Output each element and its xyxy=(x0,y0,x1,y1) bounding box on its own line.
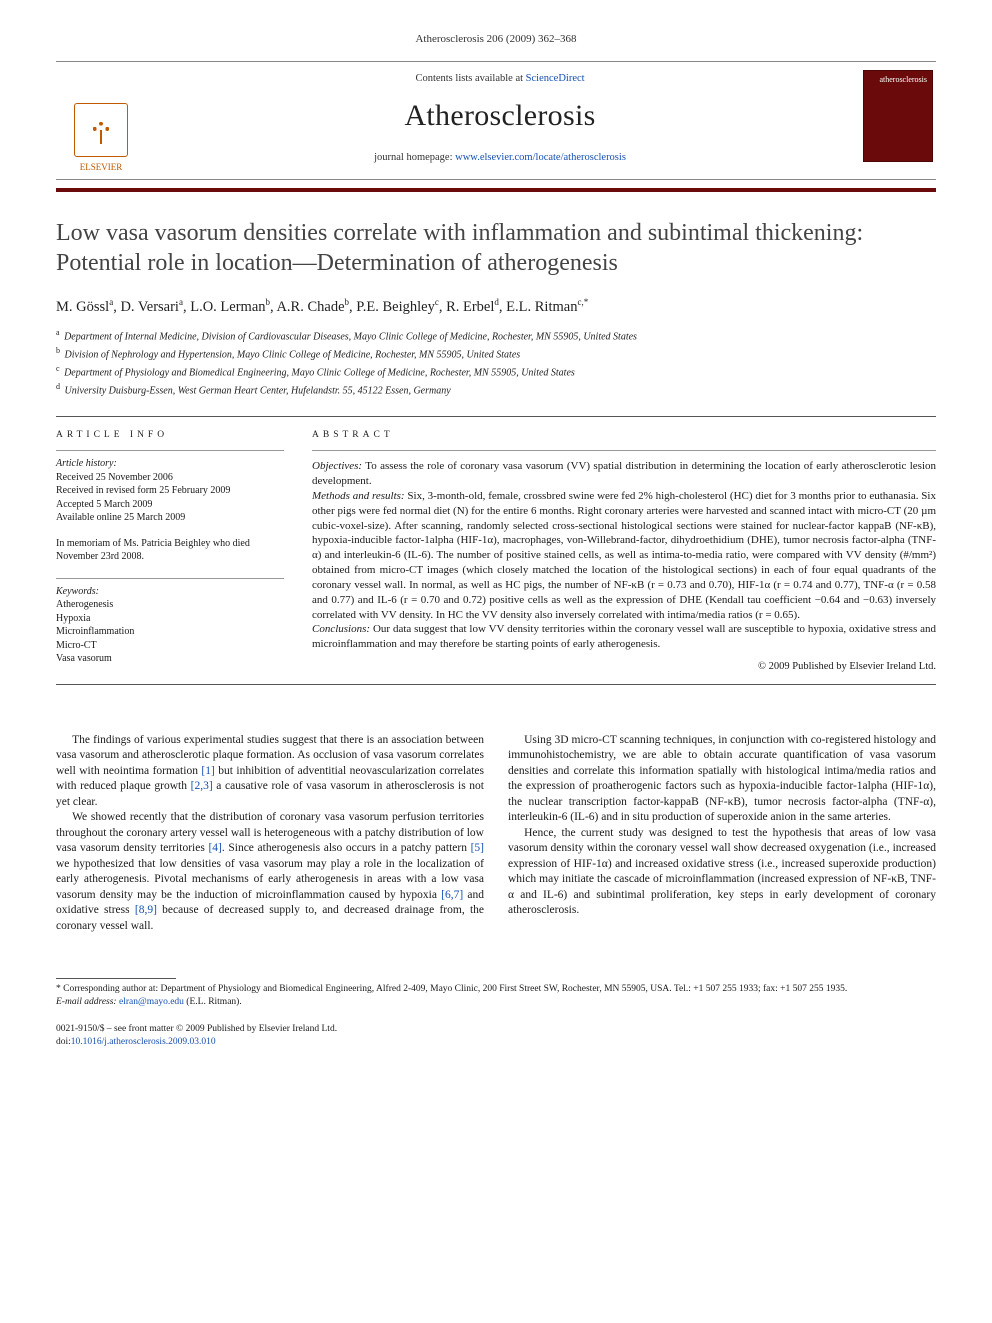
ref-link[interactable]: [2,3] xyxy=(191,780,213,792)
article-title: Low vasa vasorum densities correlate wit… xyxy=(56,218,936,278)
methods-text: Six, 3-month-old, female, crossbred swin… xyxy=(312,490,936,621)
email-label: E-mail address: xyxy=(56,997,119,1007)
doi-label: doi: xyxy=(56,1037,71,1047)
article-info-column: ARTICLE INFO Article history: Received 2… xyxy=(56,423,284,677)
email-line: E-mail address: elran@mayo.edu (E.L. Rit… xyxy=(56,996,936,1009)
ref-link[interactable]: [6,7] xyxy=(441,889,463,901)
contents-pre: Contents lists available at xyxy=(415,73,525,84)
abs-subrule xyxy=(312,450,936,451)
rule-bottom xyxy=(56,684,936,685)
affiliation: d University Duisburg-Essen, West German… xyxy=(56,381,936,399)
running-head: Atherosclerosis 206 (2009) 362–368 xyxy=(56,32,936,47)
keywords-block: Keywords: Atherogenesis Hypoxia Microinf… xyxy=(56,585,284,666)
ref-link[interactable]: [8,9] xyxy=(135,904,157,916)
footer: 0021-9150/$ – see front matter © 2009 Pu… xyxy=(56,1023,936,1049)
body-para-1: The findings of various experimental stu… xyxy=(56,733,484,811)
keyword: Micro-CT xyxy=(56,639,284,653)
memoriam-note: In memoriam of Ms. Patricia Beighley who… xyxy=(56,537,284,564)
masthead-center: Contents lists available at ScienceDirec… xyxy=(146,62,854,179)
journal-homepage-link[interactable]: www.elsevier.com/locate/atherosclerosis xyxy=(455,152,626,163)
red-bar xyxy=(56,188,936,192)
front-matter-line: 0021-9150/$ – see front matter © 2009 Pu… xyxy=(56,1023,936,1036)
keyword: Hypoxia xyxy=(56,612,284,626)
keyword: Atherogenesis xyxy=(56,598,284,612)
ref-link[interactable]: [1] xyxy=(201,765,214,777)
doi-line: doi:10.1016/j.atherosclerosis.2009.03.01… xyxy=(56,1036,936,1049)
objectives-label: Objectives: xyxy=(312,460,362,472)
email-link[interactable]: elran@mayo.edu xyxy=(119,997,184,1007)
conclusions-label: Conclusions: xyxy=(312,623,370,635)
ref-link[interactable]: [4] xyxy=(208,842,221,854)
publisher-name: ELSEVIER xyxy=(80,161,123,173)
abstract-column: ABSTRACT Objectives: To assess the role … xyxy=(312,423,936,677)
elsevier-tree-icon xyxy=(74,103,128,157)
abstract-label: ABSTRACT xyxy=(312,429,936,442)
email-person: (E.L. Ritman). xyxy=(184,997,242,1007)
affiliation: a Department of Internal Medicine, Divis… xyxy=(56,327,936,345)
history-line: Received in revised form 25 February 200… xyxy=(56,484,284,498)
affiliation: c Department of Physiology and Biomedica… xyxy=(56,363,936,381)
body-text: The findings of various experimental stu… xyxy=(56,733,936,935)
objectives-text: To assess the role of coronary vasa vaso… xyxy=(312,460,936,487)
footnotes: * Corresponding author at: Department of… xyxy=(56,978,936,1009)
journal-cover-thumb: atherosclerosis xyxy=(863,70,933,162)
homepage-pre: journal homepage: xyxy=(374,152,455,163)
sciencedirect-link[interactable]: ScienceDirect xyxy=(526,73,585,84)
abstract-body: Objectives: To assess the role of corona… xyxy=(312,459,936,652)
masthead: ELSEVIER Contents lists available at Sci… xyxy=(56,61,936,180)
info-subrule-1 xyxy=(56,450,284,451)
methods-label: Methods and results: xyxy=(312,490,405,502)
ref-link[interactable]: [5] xyxy=(471,842,484,854)
abstract-copyright: © 2009 Published by Elsevier Ireland Ltd… xyxy=(312,660,936,674)
affiliation: b Division of Nephrology and Hypertensio… xyxy=(56,345,936,363)
history-line: Received 25 November 2006 xyxy=(56,471,284,485)
keyword: Vasa vasorum xyxy=(56,652,284,666)
keywords-header: Keywords: xyxy=(56,585,284,599)
author-list: M. Gössla, D. Versaria, L.O. Lermanb, A.… xyxy=(56,296,936,317)
affiliations: a Department of Internal Medicine, Divis… xyxy=(56,327,936,398)
cover-thumb-wrap: atherosclerosis xyxy=(854,62,936,179)
footnote-rule xyxy=(56,978,176,979)
journal-homepage: journal homepage: www.elsevier.com/locat… xyxy=(154,151,846,165)
body-para-2: We showed recently that the distribution… xyxy=(56,810,484,934)
info-subrule-2 xyxy=(56,578,284,579)
article-history: Article history: Received 25 November 20… xyxy=(56,457,284,525)
history-line: Available online 25 March 2009 xyxy=(56,511,284,525)
history-header: Article history: xyxy=(56,457,284,471)
keyword: Microinflammation xyxy=(56,625,284,639)
rule-top xyxy=(56,416,936,417)
journal-name: Atherosclerosis xyxy=(154,96,846,137)
body-para-3: Using 3D micro-CT scanning techniques, i… xyxy=(508,733,936,826)
contents-available: Contents lists available at ScienceDirec… xyxy=(154,72,846,86)
t: we hypothesized that low densities of va… xyxy=(56,858,484,901)
body-para-4: Hence, the current study was designed to… xyxy=(508,826,936,919)
conclusions-text: Our data suggest that low VV density ter… xyxy=(312,623,936,650)
history-line: Accepted 5 March 2009 xyxy=(56,498,284,512)
t: . Since atherogenesis also occurs in a p… xyxy=(222,842,471,854)
article-info-label: ARTICLE INFO xyxy=(56,429,284,442)
corresponding-author: * Corresponding author at: Department of… xyxy=(56,983,936,996)
publisher-logo: ELSEVIER xyxy=(56,62,146,179)
doi-link[interactable]: 10.1016/j.atherosclerosis.2009.03.010 xyxy=(71,1037,216,1047)
